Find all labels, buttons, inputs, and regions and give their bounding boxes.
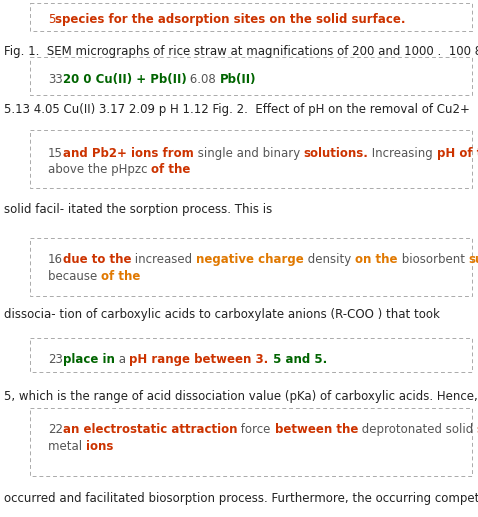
Text: 23: 23 xyxy=(48,353,63,366)
Text: Increasing: Increasing xyxy=(369,147,437,160)
Bar xyxy=(30,338,472,372)
Bar xyxy=(30,57,472,95)
Text: because: because xyxy=(48,270,101,283)
Text: 5: 5 xyxy=(48,13,55,26)
Text: 16: 16 xyxy=(48,253,63,266)
Text: negative charge: negative charge xyxy=(196,253,304,266)
Text: between the: between the xyxy=(275,423,358,436)
Text: 6.08: 6.08 xyxy=(186,73,220,86)
Text: an electrostatic attraction: an electrostatic attraction xyxy=(63,423,238,436)
Text: a: a xyxy=(115,353,130,366)
Text: 5.13 4.05 Cu(II) 3.17 2.09 p H 1.12 Fig. 2.  Effect of pH on the removal of Cu2+: 5.13 4.05 Cu(II) 3.17 2.09 p H 1.12 Fig.… xyxy=(4,103,470,116)
Text: pH range between 3.: pH range between 3. xyxy=(130,353,269,366)
Text: of the: of the xyxy=(101,270,141,283)
Text: deprotonated solid: deprotonated solid xyxy=(358,423,477,436)
Text: and Pb2+ ions from: and Pb2+ ions from xyxy=(63,147,194,160)
Text: force: force xyxy=(238,423,275,436)
Text: 5 and 5.: 5 and 5. xyxy=(269,353,327,366)
Text: single and binary: single and binary xyxy=(194,147,304,160)
Text: surface and: surface and xyxy=(477,423,478,436)
Text: species for the adsorption sites on the solid surface.: species for the adsorption sites on the … xyxy=(55,13,406,26)
Bar xyxy=(30,3,472,31)
Text: above the pHpzc: above the pHpzc xyxy=(48,163,151,176)
Text: biosorbent: biosorbent xyxy=(398,253,468,266)
Text: pH of the solution: pH of the solution xyxy=(437,147,478,160)
Text: due to the: due to the xyxy=(63,253,131,266)
Text: solid facil- itated the sorption process. This is: solid facil- itated the sorption process… xyxy=(4,203,272,216)
Bar xyxy=(30,130,472,188)
Text: occurred and facilitated biosorption process. Furthermore, the occurring competi: occurred and facilitated biosorption pro… xyxy=(4,492,478,505)
Text: density: density xyxy=(304,253,355,266)
Text: dissocia- tion of carboxylic acids to carboxylate anions (R-COO ) that took: dissocia- tion of carboxylic acids to ca… xyxy=(4,308,440,321)
Bar xyxy=(30,238,472,296)
Text: Pb(II): Pb(II) xyxy=(220,73,257,86)
Text: 5, which is the range of acid dissociation value (pKa) of carboxylic acids. Henc: 5, which is the range of acid dissociati… xyxy=(4,390,478,403)
Text: place in: place in xyxy=(63,353,115,366)
Text: 22: 22 xyxy=(48,423,63,436)
Text: on the: on the xyxy=(355,253,398,266)
Text: increased: increased xyxy=(131,253,196,266)
Bar xyxy=(30,408,472,476)
Text: 15: 15 xyxy=(48,147,63,160)
Text: ions: ions xyxy=(86,440,113,453)
Text: 33: 33 xyxy=(48,73,63,86)
Text: surface: surface xyxy=(468,253,478,266)
Text: Fig. 1.  SEM micrographs of rice straw at magnifications of 200 and 1000 .  100 : Fig. 1. SEM micrographs of rice straw at… xyxy=(4,45,478,58)
Text: 20 0 Cu(II) + Pb(II): 20 0 Cu(II) + Pb(II) xyxy=(63,73,186,86)
Text: of the: of the xyxy=(151,163,191,176)
Text: metal: metal xyxy=(48,440,86,453)
Text: solutions.: solutions. xyxy=(304,147,369,160)
